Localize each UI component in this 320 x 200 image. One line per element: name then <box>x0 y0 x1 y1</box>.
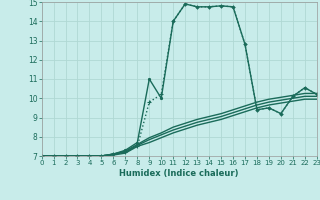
X-axis label: Humidex (Indice chaleur): Humidex (Indice chaleur) <box>119 169 239 178</box>
